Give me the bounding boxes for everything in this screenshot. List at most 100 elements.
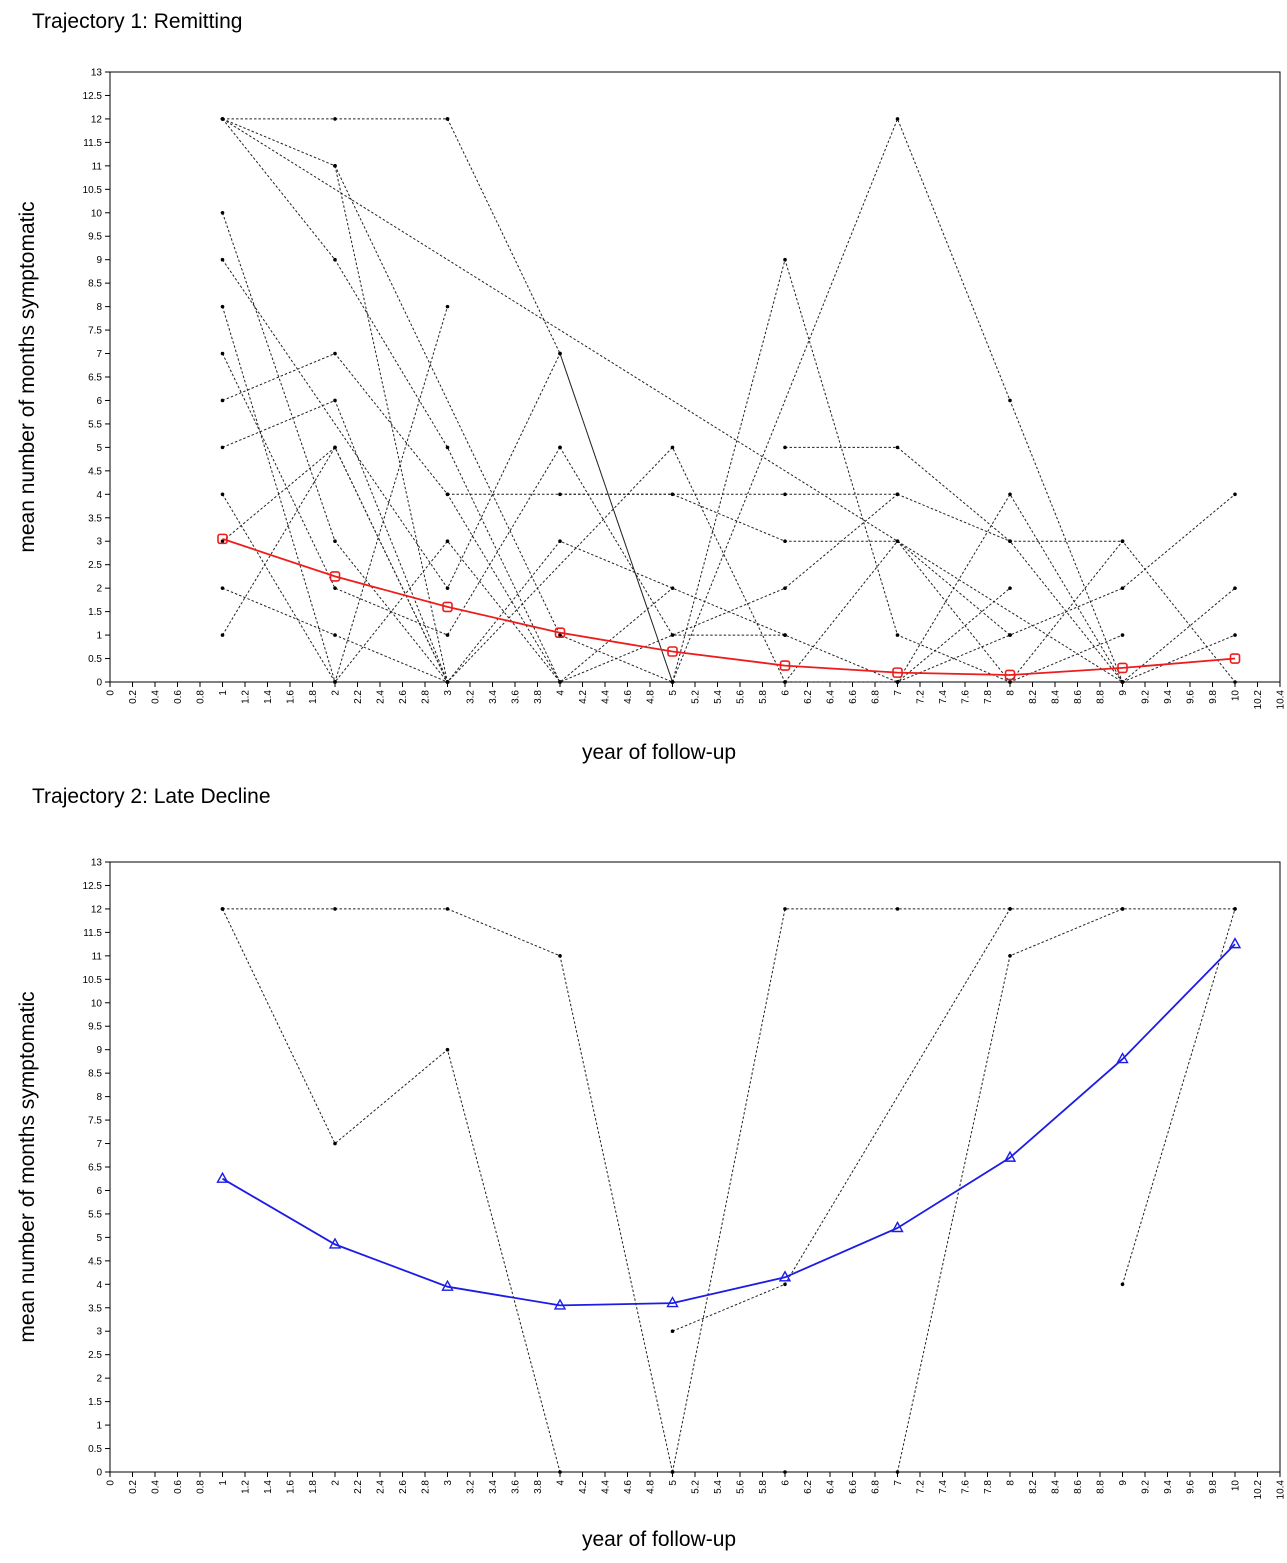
y-tick-label: 1.5 <box>88 1397 102 1408</box>
x-tick-label: 8.4 <box>1051 1480 1062 1494</box>
x-tick-label: 6.8 <box>871 1480 882 1494</box>
x-tick-label: 0.4 <box>151 690 162 704</box>
x-tick-label: 3.8 <box>533 1480 544 1494</box>
x-tick-label: 6 <box>781 1480 792 1486</box>
x-tick-label: 8.6 <box>1073 690 1084 704</box>
individual-trajectory-line <box>222 259 673 683</box>
individual-data-point <box>333 680 337 684</box>
individual-trajectory-line <box>222 353 561 636</box>
y-axis-title: mean number of months symptomatic <box>16 201 39 552</box>
individual-data-point <box>558 680 562 684</box>
individual-data-point <box>783 680 787 684</box>
individual-data-point <box>1233 907 1237 911</box>
x-tick-label: 7.4 <box>938 1480 949 1494</box>
y-tick-label: 12 <box>91 114 103 125</box>
individual-data-point <box>1008 586 1012 590</box>
individual-data-point <box>670 680 675 684</box>
individual-data-point <box>558 1470 562 1474</box>
x-axis-title: year of follow-up <box>582 1528 737 1551</box>
individual-data-point <box>1233 492 1237 497</box>
x-tick-label: 7.2 <box>916 1480 927 1494</box>
mean-square-marker <box>1004 669 1016 681</box>
y-tick-label: 1 <box>96 1421 102 1432</box>
x-tick-label: 5 <box>668 1480 679 1486</box>
individual-data-point <box>220 492 225 497</box>
individual-trajectory-line <box>222 118 561 683</box>
individual-data-point <box>445 633 450 637</box>
individual-data-point <box>670 1470 675 1474</box>
chart-remitting: 00.511.522.533.544.555.566.577.588.599.5… <box>16 68 1287 710</box>
x-tick-label: 4.8 <box>646 690 657 704</box>
y-tick-label: 7.5 <box>88 1116 102 1127</box>
individual-data-point <box>558 539 562 544</box>
y-tick-label: 9.5 <box>88 1022 102 1033</box>
individual-data-point <box>1008 398 1012 403</box>
x-tick-label: 4 <box>556 690 567 696</box>
x-tick-label: 8.4 <box>1051 690 1062 704</box>
y-tick-label: 8.5 <box>88 1069 102 1080</box>
individual-data-point <box>333 257 337 262</box>
x-tick-label: 7 <box>893 690 904 696</box>
individual-data-point <box>333 633 337 637</box>
individual-data-point <box>220 633 225 637</box>
individual-data-point <box>333 586 337 590</box>
individual-data-point <box>220 257 225 262</box>
x-tick-label: 2.8 <box>421 690 432 704</box>
y-tick-label: 6.5 <box>88 1163 102 1174</box>
individual-trajectory-line <box>222 493 898 683</box>
mean-triangle-marker <box>328 1237 342 1249</box>
individual-data-point <box>1120 680 1125 684</box>
y-tick-label: 0.5 <box>88 1444 102 1455</box>
x-tick-label: 3.4 <box>488 690 499 704</box>
y-tick-label: 12 <box>91 904 103 915</box>
x-tick-label: 3 <box>443 1480 454 1486</box>
x-tick-label: 7.2 <box>916 690 927 704</box>
y-tick-label: 4.5 <box>88 466 102 477</box>
mean-square-marker <box>217 533 228 545</box>
y-tick-label: 11 <box>92 951 103 962</box>
individual-data-point <box>445 304 450 309</box>
individual-data-point <box>333 117 337 121</box>
y-tick-label: 2 <box>96 584 102 595</box>
individual-data-point <box>220 210 225 215</box>
individual-data-point <box>1008 539 1012 544</box>
y-tick-label: 2.5 <box>88 560 102 571</box>
y-tick-label: 10.5 <box>83 975 103 986</box>
x-tick-label: 4.6 <box>623 1480 634 1494</box>
x-tick-label: 5.8 <box>758 1480 769 1494</box>
y-tick-label: 6 <box>96 396 102 407</box>
individual-data-point <box>558 351 562 356</box>
x-tick-label: 7.6 <box>961 690 972 704</box>
individual-data-point <box>333 164 337 168</box>
x-tick-label: 0.8 <box>196 1480 207 1494</box>
mean-square-marker <box>442 601 453 613</box>
individual-data-point <box>333 1141 337 1146</box>
y-tick-label: 5 <box>96 1233 102 1244</box>
x-tick-label: 2.6 <box>398 690 409 704</box>
individual-data-point <box>220 351 225 356</box>
individual-data-point <box>783 1282 787 1287</box>
chart-title: Trajectory 2: Late Decline <box>32 785 271 808</box>
y-tick-label: 10 <box>91 998 103 1009</box>
individual-data-point <box>220 304 225 309</box>
y-tick-label: 0 <box>96 678 102 689</box>
x-tick-label: 2.8 <box>421 1480 432 1494</box>
individual-data-point <box>220 117 225 121</box>
chart-panel-remitting: Trajectory 1: Remitting 0 0.5 1 1.5 2 2.5 3 3.5… <box>0 0 1287 780</box>
y-tick-label: 13 <box>91 858 103 869</box>
individual-data-point <box>895 1470 900 1474</box>
x-tick-label: 4.8 <box>646 1480 657 1494</box>
x-tick-label: 9.2 <box>1141 690 1152 704</box>
y-tick-label: 6 <box>96 1186 102 1197</box>
x-tick-label: 0.8 <box>196 690 207 704</box>
plot-frame <box>109 71 1281 683</box>
y-tick-label: 9 <box>96 1045 102 1056</box>
x-tick-label: 3.6 <box>511 690 522 704</box>
mean-triangle-marker <box>553 1298 567 1310</box>
x-tick-label: 0.2 <box>128 1480 139 1494</box>
x-tick-label: 3.4 <box>488 1480 499 1494</box>
individual-data-point <box>558 445 562 450</box>
x-tick-label: 5 <box>668 690 679 696</box>
x-tick-label: 4.4 <box>601 1480 612 1494</box>
x-tick-label: 7.8 <box>983 1480 994 1494</box>
